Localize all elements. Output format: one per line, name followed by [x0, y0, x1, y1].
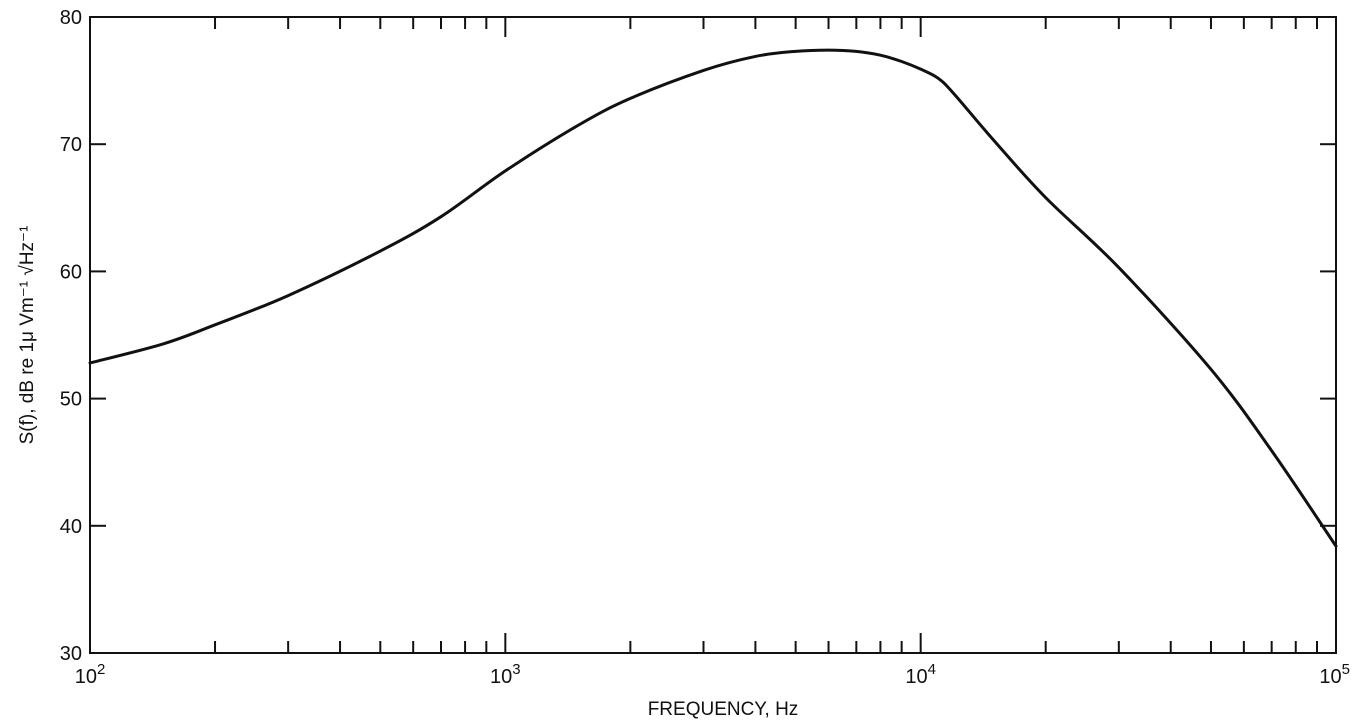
x-tick-label-exponent: 4 [928, 661, 936, 678]
x-tick-label: 102 [75, 661, 106, 688]
x-tick-label-exponent: 3 [512, 661, 520, 678]
x-tick-label-exponent: 5 [1342, 661, 1350, 678]
x-tick-label: 105 [1319, 661, 1350, 688]
x-tick-label-base: 10 [75, 666, 97, 688]
y-tick-labels: 30 40 50 60 70 80 [60, 7, 82, 665]
y-tick-label: 40 [60, 516, 82, 538]
x-tick-label-exponent: 2 [97, 661, 105, 678]
y-tick-label: 50 [60, 389, 82, 411]
y-tick-label: 70 [60, 134, 82, 156]
x-tick-labels: 102 103 104 105 [75, 661, 1350, 688]
x-tick-label-base: 10 [1319, 666, 1341, 688]
x-tick-label-base: 10 [490, 666, 512, 688]
y-tick-label: 60 [60, 261, 82, 283]
series-line [88, 48, 1338, 548]
x-tick-label: 103 [490, 661, 521, 688]
y-axis-title: S(f), dB re 1μ Vm⁻¹ √Hz⁻¹ [17, 226, 38, 445]
tick-marks [89, 16, 1337, 654]
plot-frame [89, 16, 1337, 654]
y-tick-label: 80 [60, 7, 82, 29]
x-tick-label-base: 10 [905, 666, 927, 688]
x-tick-label: 104 [905, 661, 936, 688]
x-axis-title: FREQUENCY, Hz [648, 699, 799, 720]
y-tick-label: 30 [60, 643, 82, 665]
